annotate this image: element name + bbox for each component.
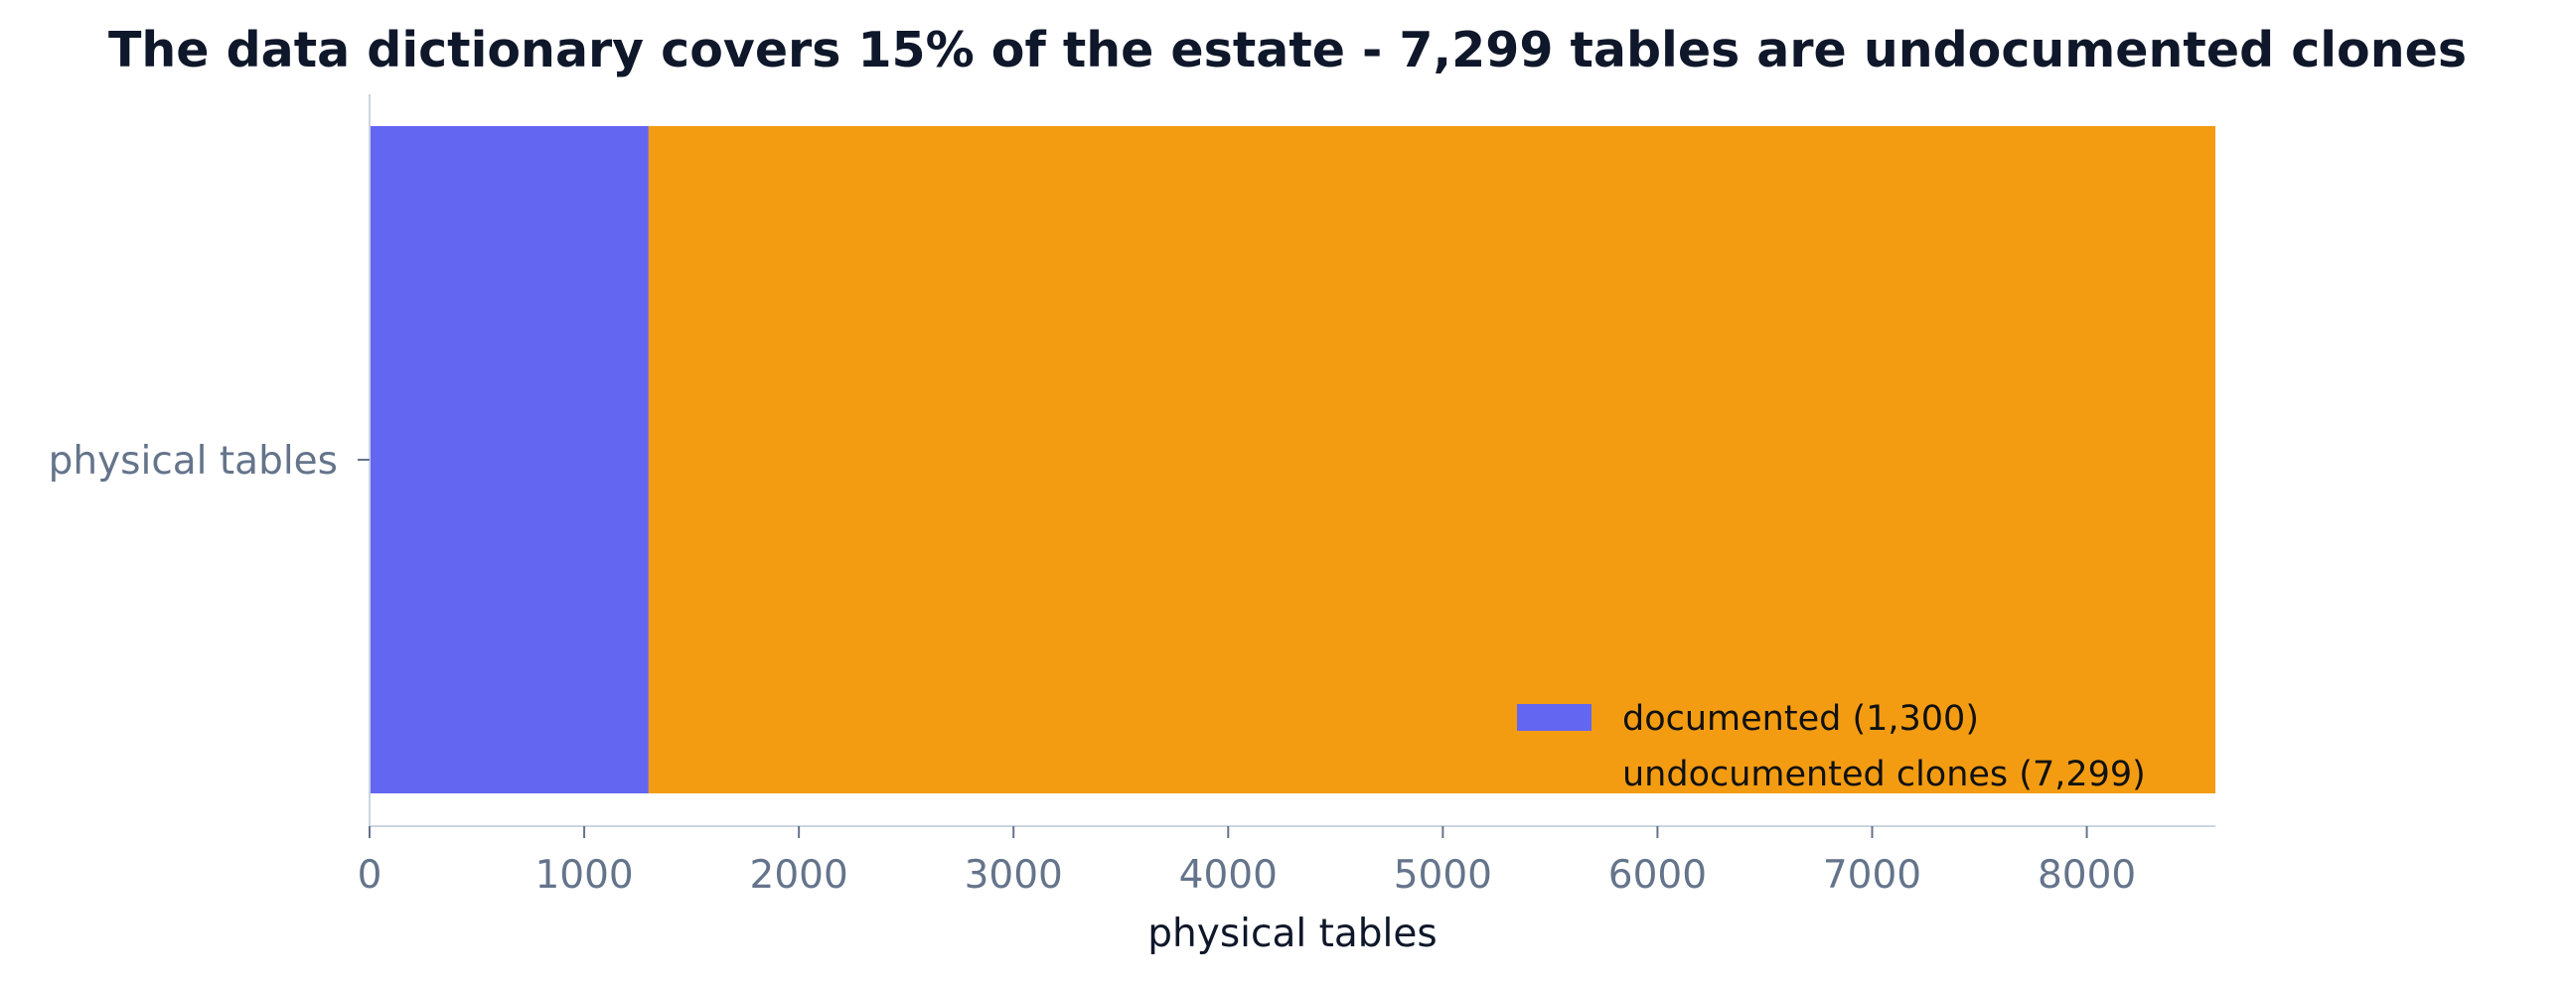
- legend: documented (1,300) undocumented clones (7…: [1517, 699, 2146, 794]
- x-tick-label-2000: 2000: [750, 853, 848, 898]
- x-tick-label-4000: 4000: [1179, 853, 1278, 898]
- x-tick-label-3000: 3000: [965, 853, 1063, 898]
- legend-swatch-1: [1517, 760, 1591, 786]
- bar-segment-1: [648, 126, 2216, 793]
- x-tick-label-7000: 7000: [1823, 853, 1921, 898]
- x-tick-label-1000: 1000: [534, 853, 633, 898]
- legend-label-0: documented (1,300): [1622, 699, 1979, 739]
- legend-swatch-0: [1517, 704, 1591, 731]
- y-tick-label-0: physical tables: [49, 439, 338, 484]
- x-tick-label-6000: 6000: [1608, 853, 1707, 898]
- x-tick-label-8000: 8000: [2038, 853, 2136, 898]
- legend-label-1: undocumented clones (7,299): [1622, 755, 2146, 794]
- bars-layer: [370, 126, 2216, 793]
- axes-layer: 0 1000 2000 3000 4000 5000 6000 7000 8000 physica…: [49, 94, 2215, 898]
- x-axis-label: physical tables: [1147, 912, 1437, 956]
- chart-title: The data dictionary covers 15% of the es…: [108, 22, 2467, 78]
- x-tick-label-0: 0: [358, 853, 382, 898]
- x-tick-label-5000: 5000: [1394, 853, 1492, 898]
- bar-segment-0: [370, 126, 649, 793]
